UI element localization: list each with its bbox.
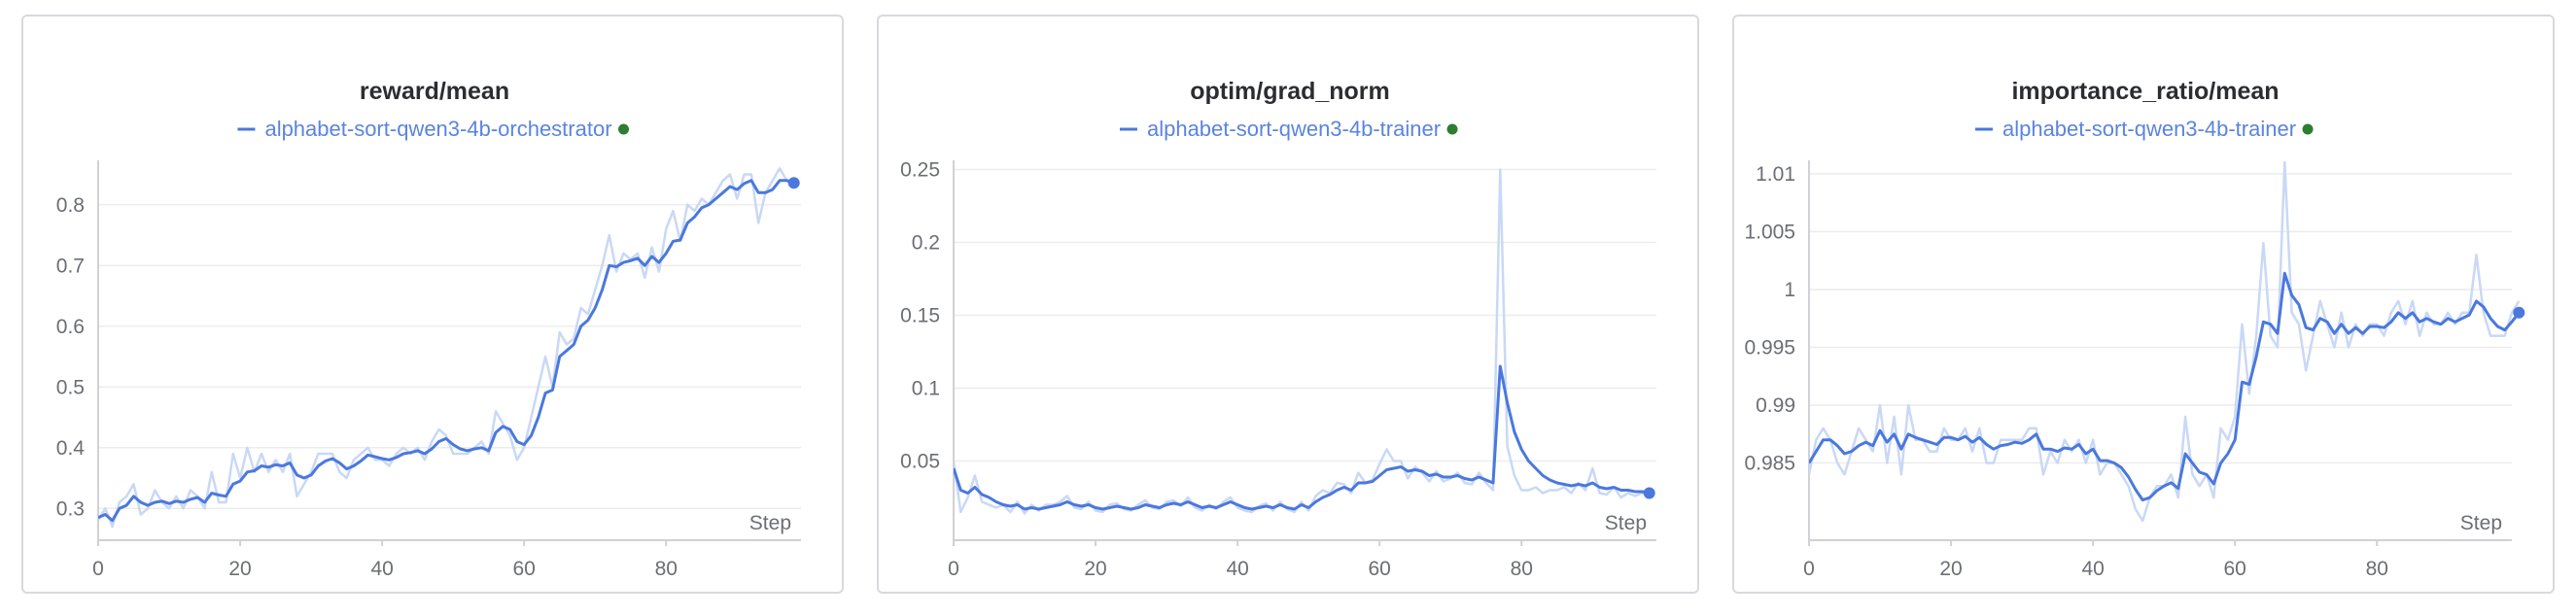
legend[interactable]: alphabet-sort-qwen3-4b-orchestrator <box>237 117 630 141</box>
series-last-point[interactable] <box>1643 487 1655 499</box>
chart-importance-ratio: importance_ratio/mean alphabet-sort-qwen3… <box>1744 78 2525 580</box>
y-tick-label: 0.05 <box>900 451 940 473</box>
run-status-dot <box>618 123 630 135</box>
x-axis-label: Step <box>2460 512 2502 534</box>
run-status-dot <box>2302 123 2314 135</box>
y-tick-label: 0.1 <box>912 378 940 400</box>
x-tick-label: 60 <box>2224 558 2246 580</box>
chart-grad-norm: optim/grad_norm alphabet-sort-qwen3-4b-tr… <box>900 78 1656 580</box>
x-tick-label: 80 <box>1511 558 1533 580</box>
y-tick-label: 1.01 <box>1756 163 1795 186</box>
x-tick-label: 20 <box>228 558 251 580</box>
x-tick-label: 0 <box>948 558 959 580</box>
legend-series-name: alphabet-sort-qwen3-4b-trainer <box>2002 117 2296 141</box>
run-status-dot <box>1446 123 1458 135</box>
chart-panel-reward-mean: reward/mean alphabet-sort-qwen3-4b-orches… <box>21 15 844 594</box>
chart-reward-mean: reward/mean alphabet-sort-qwen3-4b-orches… <box>56 78 801 580</box>
chart-title: optim/grad_norm <box>1190 78 1390 105</box>
y-tick-label: 0.985 <box>1744 453 1795 475</box>
chart-title: reward/mean <box>360 78 509 105</box>
series-smoothed-line[interactable] <box>1809 271 2521 502</box>
y-tick-label: 0.6 <box>56 316 85 338</box>
y-tick-label: 0.5 <box>56 376 85 398</box>
series-raw-line <box>98 167 795 529</box>
x-tick-label: 60 <box>513 558 536 580</box>
chart-panel-grad-norm: optim/grad_norm alphabet-sort-qwen3-4b-tr… <box>877 15 1699 594</box>
x-tick-label: 20 <box>1939 558 1962 580</box>
x-tick-label: 80 <box>2366 558 2388 580</box>
x-tick-label: 0 <box>92 558 104 580</box>
chart-panel-importance-ratio: importance_ratio/mean alphabet-sort-qwen3… <box>1732 15 2555 594</box>
legend[interactable]: alphabet-sort-qwen3-4b-trainer <box>1974 117 2314 141</box>
x-axis-label: Step <box>749 512 791 534</box>
x-tick-label: 80 <box>655 558 678 580</box>
legend-series-name: alphabet-sort-qwen3-4b-orchestrator <box>264 117 611 141</box>
series-last-point[interactable] <box>2513 306 2525 319</box>
series-last-point[interactable] <box>787 177 800 189</box>
y-tick-label: 0.15 <box>900 305 940 327</box>
x-tick-label: 40 <box>370 558 393 580</box>
y-tick-label: 0.3 <box>56 497 85 520</box>
series-smoothed-line[interactable] <box>98 179 795 523</box>
x-tick-label: 20 <box>1084 558 1106 580</box>
legend-series-name: alphabet-sort-qwen3-4b-trainer <box>1147 117 1441 141</box>
y-tick-label: 0.995 <box>1744 336 1795 359</box>
series-raw-line <box>954 168 1651 515</box>
y-tick-label: 0.4 <box>56 437 86 460</box>
legend[interactable]: alphabet-sort-qwen3-4b-trainer <box>1119 117 1458 141</box>
y-tick-label: 1 <box>1784 279 1795 301</box>
x-tick-label: 40 <box>1226 558 1248 580</box>
y-tick-label: 0.25 <box>900 159 940 182</box>
y-tick-label: 0.99 <box>1756 394 1795 417</box>
y-tick-label: 0.7 <box>56 255 85 277</box>
x-tick-label: 60 <box>1369 558 1391 580</box>
x-axis-label: Step <box>1605 512 1647 534</box>
chart-title: importance_ratio/mean <box>2011 78 2279 105</box>
series-raw-line <box>1809 160 2521 523</box>
series-smoothed-line[interactable] <box>954 364 1651 511</box>
x-tick-label: 0 <box>1803 558 1815 580</box>
x-tick-label: 40 <box>2081 558 2104 580</box>
y-tick-label: 0.8 <box>56 194 85 217</box>
y-tick-label: 1.005 <box>1744 221 1795 243</box>
y-tick-label: 0.2 <box>912 232 940 255</box>
